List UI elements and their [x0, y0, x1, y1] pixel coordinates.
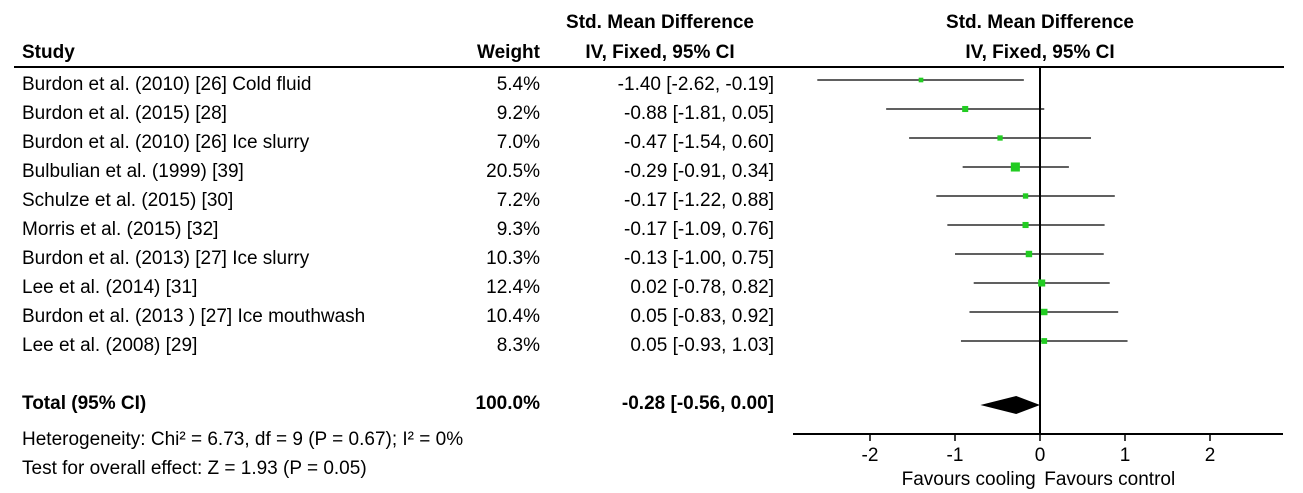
weight-column-header: Weight [477, 42, 540, 63]
study-name: Schulze et al. (2015) [30] [22, 190, 234, 211]
x-tick-label: -2 [862, 445, 879, 466]
study-name: Burdon et al. (2015) [28] [22, 103, 227, 124]
study-weight: 7.0% [496, 132, 540, 153]
study-name: Burdon et al. (2013 ) [27] Ice mouthwash [22, 306, 366, 327]
study-weight: 9.3% [496, 219, 540, 240]
study-ci: -0.47 [-1.54, 0.60] [624, 132, 774, 153]
study-ci: -0.17 [-1.22, 0.88] [624, 190, 774, 211]
study-marker [1022, 193, 1029, 199]
study-weight: 10.3% [486, 248, 540, 269]
study-marker [997, 135, 1003, 141]
study-name: Burdon et al. (2010) [26] Cold fluid [22, 74, 312, 95]
x-tick-label: 2 [1205, 445, 1216, 466]
study-marker [918, 77, 924, 83]
x-tick-label: -1 [947, 445, 964, 466]
study-ci: 0.05 [-0.83, 0.92] [630, 306, 774, 327]
study-marker [1022, 221, 1029, 229]
study-marker [962, 105, 969, 113]
study-name: Burdon et al. (2010) [26] Ice slurry [22, 132, 310, 153]
study-marker [1038, 279, 1046, 287]
favours-right-label: Favours control [1044, 469, 1175, 490]
study-ci: -0.13 [-1.00, 0.75] [624, 248, 774, 269]
study-marker [1025, 250, 1033, 258]
study-ci: -1.40 [-2.62, -0.19] [617, 74, 774, 95]
study-ci: 0.02 [-0.78, 0.82] [630, 277, 774, 298]
study-name: Lee et al. (2014) [31] [22, 277, 198, 298]
overall-effect-text: Test for overall effect: Z = 1.93 (P = 0… [22, 458, 367, 479]
study-ci: -0.17 [-1.09, 0.76] [624, 219, 774, 240]
plot-header-line1: Std. Mean Difference [946, 12, 1134, 33]
study-weight: 8.3% [496, 335, 540, 356]
total-label: Total (95% CI) [22, 393, 147, 414]
study-marker [1041, 308, 1048, 316]
study-name: Lee et al. (2008) [29] [22, 335, 198, 356]
study-weight: 7.2% [496, 190, 540, 211]
study-ci: 0.05 [-0.93, 1.03] [630, 335, 774, 356]
study-weight: 10.4% [486, 306, 540, 327]
effect-column-header-line1: Std. Mean Difference [566, 12, 754, 33]
study-weight: 9.2% [496, 103, 540, 124]
study-ci: -0.29 [-0.91, 0.34] [624, 161, 774, 182]
effect-column-header-line2: IV, Fixed, 95% CI [585, 42, 735, 63]
study-marker [1010, 162, 1020, 172]
study-name: Burdon et al. (2013) [27] Ice slurry [22, 248, 310, 269]
study-name: Morris et al. (2015) [32] [22, 219, 219, 240]
study-weight: 20.5% [486, 161, 540, 182]
favours-left-label: Favours cooling [902, 469, 1036, 490]
study-name: Bulbulian et al. (1999) [39] [22, 161, 244, 182]
pooled-diamond [980, 396, 1040, 414]
header-divider [14, 66, 1284, 68]
study-ci: -0.88 [-1.81, 0.05] [624, 103, 774, 124]
study-weight: 12.4% [486, 277, 540, 298]
heterogeneity-text: Heterogeneity: Chi² = 6.73, df = 9 (P = … [22, 429, 464, 450]
total-weight: 100.0% [475, 393, 540, 414]
plot-header-line2: IV, Fixed, 95% CI [965, 42, 1115, 63]
study-column-header: Study [22, 42, 75, 63]
study-weight: 5.4% [496, 74, 540, 95]
x-tick-label: 0 [1035, 445, 1046, 466]
total-ci: -0.28 [-0.56, 0.00] [621, 393, 774, 414]
x-tick-label: 1 [1120, 445, 1131, 466]
study-marker [1041, 338, 1048, 344]
